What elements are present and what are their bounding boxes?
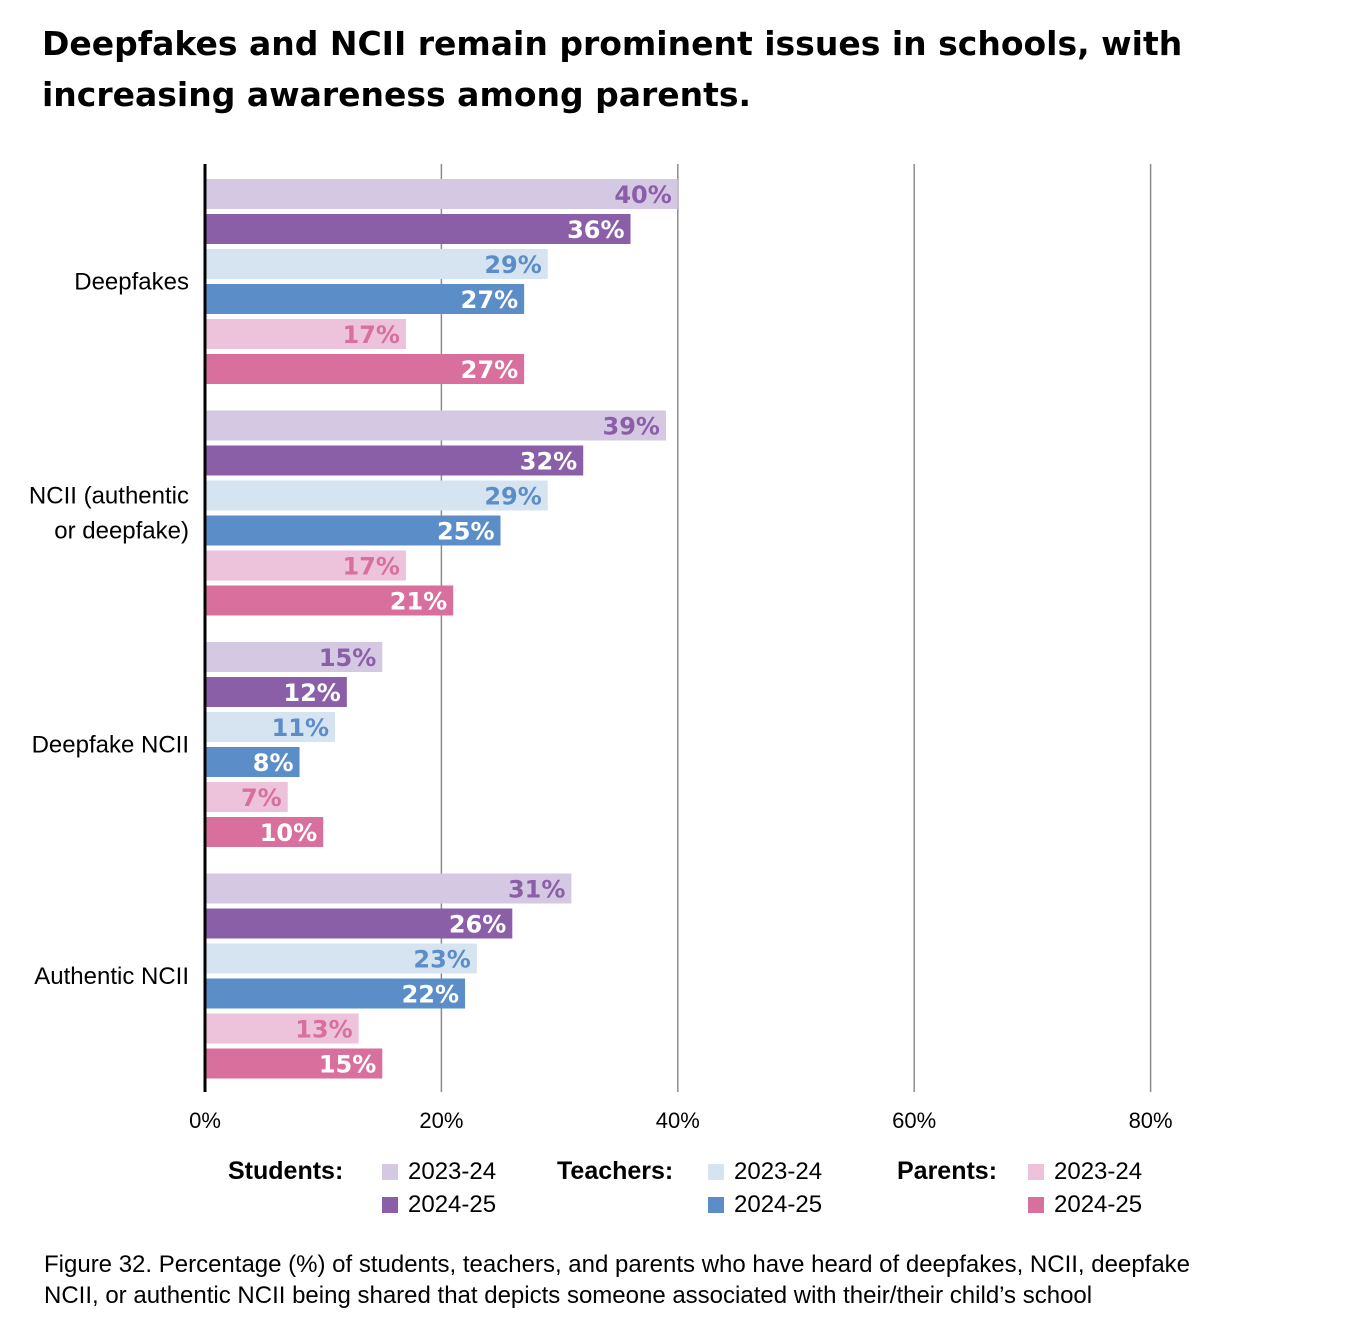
- legend-group-label: Students:: [228, 1157, 344, 1185]
- grid-lines: [440, 164, 1152, 1092]
- bar-value-label: 26%: [449, 911, 506, 939]
- legend-swatch: [1028, 1164, 1044, 1180]
- legend-group-label: Parents:: [897, 1157, 998, 1185]
- legend-swatch: [1028, 1197, 1044, 1213]
- x-tick-label: 0%: [189, 1108, 221, 1133]
- category-label: Authentic NCII: [34, 963, 189, 990]
- bar: [205, 908, 513, 939]
- bar-value-label: 39%: [603, 413, 660, 441]
- legend-entry-parents-2024-25: 2024-25: [1028, 1190, 1142, 1220]
- bar-value-label: 7%: [241, 784, 282, 812]
- bar: [205, 179, 678, 209]
- bar-value-label: 29%: [484, 483, 541, 511]
- bar: [205, 319, 406, 349]
- bar: [205, 712, 336, 742]
- bar: [205, 677, 347, 707]
- bar-value-label: 17%: [342, 321, 399, 349]
- bar: [205, 354, 525, 384]
- bar: [205, 410, 666, 441]
- bar-value-label: 21%: [390, 588, 447, 616]
- chart-title: Deepfakes and NCII remain prominent issu…: [42, 24, 1183, 114]
- bar: [205, 873, 572, 904]
- legend-entry-students-2023-24: 2023-24: [382, 1157, 496, 1187]
- legend-entry-label: 2023-24: [734, 1158, 823, 1185]
- bar: [205, 642, 383, 672]
- legend-swatch: [382, 1164, 398, 1180]
- bar-value-label: 17%: [342, 553, 399, 581]
- bar-value-label: 12%: [283, 679, 340, 707]
- bar: [205, 515, 501, 546]
- legend-swatch: [708, 1197, 724, 1213]
- bar-value-label: 23%: [413, 946, 470, 974]
- bar-value-label: 32%: [520, 448, 577, 476]
- category-labels: Deepfakes NCII (authentic or deepfake) Deep…: [29, 269, 189, 991]
- bar: [205, 480, 548, 511]
- bar-value-label: 31%: [508, 876, 565, 904]
- category-label: Deepfakes: [74, 269, 189, 296]
- bar-value-label: 22%: [402, 981, 459, 1009]
- bar: [205, 249, 548, 279]
- legend-entry-students-2024-25: 2024-25: [382, 1190, 496, 1220]
- bar: [205, 747, 300, 777]
- legend-entry-teachers-2024-25: 2024-25: [708, 1190, 822, 1220]
- bar-value-label: 40%: [614, 181, 671, 209]
- caption-line-2: NCII, or authentic NCII being shared tha…: [44, 1282, 1093, 1309]
- bar-value-label: 15%: [319, 644, 376, 672]
- legend-entry-label: 2023-24: [408, 1158, 497, 1185]
- category-label: NCII (authentic or deepfake): [29, 483, 189, 545]
- bar-value-label: 13%: [295, 1016, 352, 1044]
- bar-value-label: 11%: [272, 714, 329, 742]
- x-tick-label: 40%: [656, 1108, 700, 1133]
- bar: [205, 550, 406, 581]
- bar-value-label: 27%: [461, 286, 518, 314]
- bar: [205, 978, 466, 1009]
- legend-swatch: [708, 1164, 724, 1180]
- bar: [205, 585, 454, 616]
- bar-chart: 40% 36% 29% 27% 17% 27% 39% 32% 29% 25% 17% 21% 15% 1…: [29, 164, 1173, 1133]
- value-labels: 40% 36% 29% 27% 17% 27% 39% 32% 29% 25% 17% 21% 15% 1…: [241, 181, 672, 1079]
- bar-value-label: 25%: [437, 518, 494, 546]
- bar: [205, 1013, 359, 1044]
- legend-entry-label: 2024-25: [408, 1191, 497, 1218]
- x-tick-labels: 0% 20% 40% 60% 80%: [189, 1108, 1173, 1133]
- bars: [205, 179, 678, 1079]
- legend-entry-label: 2024-25: [734, 1191, 823, 1218]
- x-tick-label: 20%: [419, 1108, 463, 1133]
- bar: [205, 1048, 383, 1079]
- bar: [205, 284, 525, 314]
- bar: [205, 782, 288, 812]
- legend-entry-label: 2023-24: [1054, 1158, 1143, 1185]
- legend-entry-teachers-2023-24: 2023-24: [708, 1157, 822, 1187]
- legend-entry-label: 2024-25: [1054, 1191, 1143, 1218]
- bar: [205, 214, 631, 244]
- caption-line-1: Figure 32. Percentage (%) of students, t…: [44, 1251, 1191, 1278]
- bar-value-label: 29%: [484, 251, 541, 279]
- legend-entry-parents-2023-24: 2023-24: [1028, 1157, 1142, 1187]
- figure-caption: Figure 32. Percentage (%) of students, t…: [44, 1249, 1372, 1311]
- bar-value-label: 27%: [461, 356, 518, 384]
- bar-value-label: 8%: [253, 749, 294, 777]
- category-label: Deepfake NCII: [32, 732, 189, 759]
- bar-value-label: 10%: [260, 819, 317, 847]
- x-tick-label: 80%: [1129, 1108, 1173, 1133]
- legend-group-label: Teachers:: [557, 1157, 674, 1185]
- bar-value-label: 36%: [567, 216, 624, 244]
- x-tick-label: 60%: [892, 1108, 936, 1133]
- legend-swatch: [382, 1197, 398, 1213]
- bar: [205, 943, 477, 974]
- bar: [205, 445, 584, 476]
- bar-value-label: 15%: [319, 1051, 376, 1079]
- bar: [205, 817, 324, 847]
